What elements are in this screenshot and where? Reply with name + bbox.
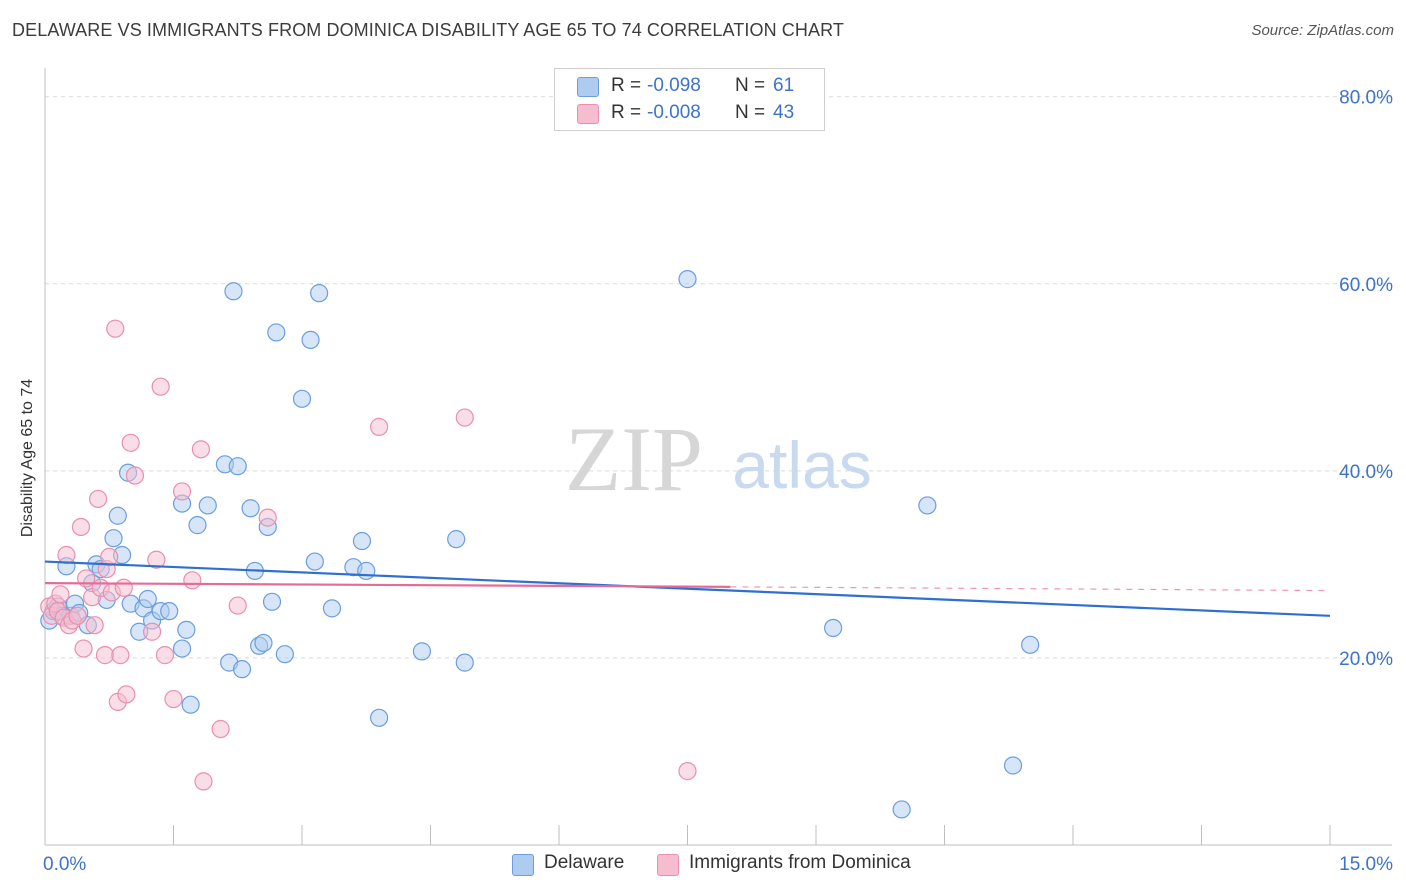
delaware-point	[254, 633, 273, 653]
dominica-point	[164, 689, 183, 709]
y-tick-label: 20.0%	[1339, 649, 1393, 670]
delaware-point	[232, 660, 252, 679]
dominica-point	[455, 408, 474, 427]
delaware-point	[310, 284, 329, 303]
delaware-point	[678, 270, 697, 289]
dominica-swatch	[577, 104, 599, 124]
delaware-trend-line	[44, 560, 1331, 617]
delaware-point	[275, 645, 294, 664]
delaware-point	[357, 561, 376, 581]
delaware-point	[322, 599, 342, 618]
watermark-zip: ZIP	[565, 408, 703, 510]
dominica-point	[100, 547, 119, 567]
delaware-point	[181, 695, 200, 714]
legend-delaware-label: Delaware	[544, 852, 625, 873]
delaware-point	[892, 800, 911, 819]
axes	[44, 68, 1392, 846]
delaware-point	[262, 592, 282, 611]
dominica-point	[68, 606, 87, 625]
dominica-swatch	[657, 854, 679, 876]
dominica-point	[89, 489, 108, 509]
dominica-point	[71, 517, 91, 537]
delaware-point	[138, 589, 157, 609]
dominica-point	[74, 639, 93, 658]
dominica-point	[147, 550, 166, 569]
dominica-point	[121, 433, 140, 452]
dominica-point	[228, 596, 247, 615]
delaware-point	[447, 530, 466, 549]
y-tick-label: 80.0%	[1339, 88, 1393, 109]
dominica-trend-extension	[730, 586, 1331, 592]
dominica-point	[85, 616, 104, 635]
delaware-point	[412, 642, 432, 661]
legend-r-label: R =	[611, 102, 642, 123]
dominica-point	[125, 466, 145, 485]
dominica-point	[57, 545, 76, 565]
delaware-point	[160, 602, 179, 621]
legend-dominica-label: Immigrants from Dominica	[689, 852, 911, 873]
dominica-point	[191, 440, 211, 459]
dominica-point	[370, 417, 389, 436]
gridlines	[45, 96, 1392, 659]
dominica-point	[183, 571, 202, 590]
delaware-point	[108, 506, 127, 525]
delaware-point	[305, 552, 324, 571]
delaware-point	[172, 639, 192, 658]
delaware-point	[455, 653, 474, 672]
delaware-point	[824, 618, 843, 638]
dominica-point	[172, 482, 192, 501]
legend-r-value: -0.098	[647, 75, 701, 96]
dominica-point	[258, 508, 277, 527]
source-label: Source: ZipAtlas.com	[1251, 22, 1394, 39]
dominica-trend-line	[44, 581, 731, 588]
y-tick-label: 60.0%	[1339, 275, 1393, 296]
dominica-point	[151, 377, 170, 396]
delaware-point	[198, 496, 217, 515]
dominica-point	[117, 685, 136, 704]
correlation-legend: R = -0.098 N = 61 R = -0.008 N = 43	[554, 68, 825, 131]
delaware-point	[370, 708, 389, 727]
tick-labels: 20.0% 40.0% 60.0% 80.0% 0.0% 15.0%	[43, 88, 1393, 875]
y-tick-label: 40.0%	[1339, 462, 1393, 483]
delaware-point	[224, 282, 243, 301]
legend-n-value: 43	[773, 102, 795, 123]
dominica-point	[142, 622, 162, 641]
watermark: ZIP atlas	[565, 408, 872, 510]
delaware-swatch	[512, 854, 534, 876]
delaware-point	[177, 620, 196, 639]
chart-title: DELAWARE VS IMMIGRANTS FROM DOMINICA DIS…	[12, 20, 844, 40]
dominica-point	[106, 319, 125, 338]
delaware-point	[241, 499, 260, 518]
watermark-atlas: atlas	[732, 428, 871, 502]
trend-lines	[44, 560, 1331, 617]
delaware-point	[301, 330, 320, 350]
legend-n-label: N =	[735, 75, 766, 96]
dominica-point	[111, 646, 130, 665]
dominica-point	[211, 719, 230, 739]
legend-r-label: R =	[611, 75, 642, 96]
dominica-point	[51, 585, 70, 604]
delaware-point	[228, 457, 247, 476]
x-tick-label: 15.0%	[1339, 854, 1393, 875]
data-points	[40, 270, 1040, 819]
delaware-point	[1003, 756, 1023, 775]
dominica-point	[155, 646, 175, 665]
legend-r-value: -0.008	[647, 102, 701, 123]
x-tick-label: 0.0%	[43, 854, 86, 875]
dominica-point	[194, 772, 213, 791]
dominica-point	[678, 762, 697, 781]
delaware-point	[352, 531, 372, 551]
delaware-point	[292, 389, 312, 408]
dominica-point	[95, 646, 115, 665]
legend-n-value: 61	[773, 75, 795, 96]
delaware-point	[1021, 635, 1040, 654]
dominica-point	[114, 578, 133, 597]
delaware-swatch	[577, 77, 599, 97]
delaware-point	[104, 529, 123, 548]
delaware-point	[267, 323, 286, 342]
legend-n-label: N =	[735, 102, 766, 123]
delaware-point	[188, 516, 207, 535]
delaware-point	[918, 496, 937, 515]
